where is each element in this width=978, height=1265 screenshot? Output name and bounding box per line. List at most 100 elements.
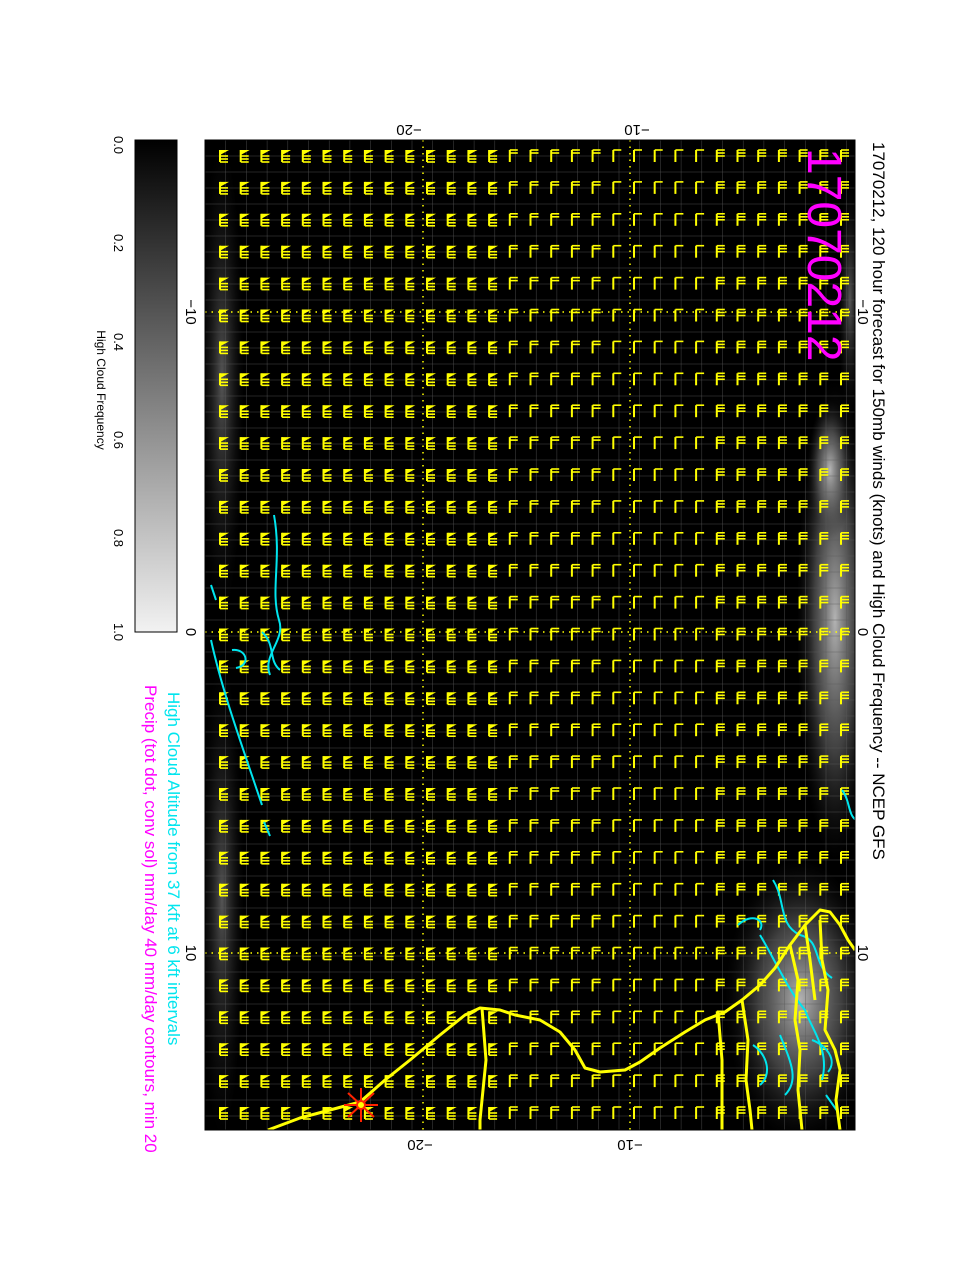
wind-barb [757, 276, 767, 290]
wind-barb [674, 149, 684, 162]
wind-barb [343, 1011, 354, 1025]
wind-barb [591, 213, 601, 226]
wind-barb [612, 276, 622, 290]
wind-barb [343, 724, 354, 738]
wind-barb [488, 915, 499, 929]
wind-barb [446, 1043, 457, 1056]
wind-barb [736, 850, 746, 864]
wind-barb [281, 277, 292, 291]
wind-barb [550, 244, 560, 258]
wind-barb [736, 978, 746, 992]
wind-barb [405, 469, 416, 482]
wind-barb [384, 1043, 395, 1056]
wind-barb [446, 628, 457, 642]
wind-barb [281, 851, 292, 865]
wind-barb [715, 340, 725, 354]
wind-barb [757, 340, 767, 354]
wind-barb [653, 850, 663, 864]
wind-barb [488, 979, 499, 993]
wind-barb [591, 914, 601, 928]
wind-barb [281, 628, 292, 642]
wind-barb [301, 405, 312, 419]
wind-barb [550, 276, 560, 290]
wind-barb [405, 437, 416, 450]
wind-barb [281, 883, 292, 897]
wind-barb [260, 851, 271, 865]
wind-barb [715, 946, 725, 960]
wind-barb [757, 914, 767, 928]
wind-barb [281, 1011, 292, 1025]
wind-barb [260, 405, 271, 419]
wind-barb [343, 819, 354, 833]
wind-barb [239, 213, 250, 227]
wind-barb [777, 468, 787, 481]
wind-barb [281, 150, 292, 163]
wind-barb [529, 181, 539, 194]
wind-barb [529, 914, 539, 928]
wind-barb [281, 405, 292, 419]
wind-barb [508, 404, 518, 418]
wind-barb [467, 724, 478, 738]
wind-barb [633, 914, 642, 928]
wind-barb [239, 469, 250, 482]
wind-barb [426, 596, 436, 610]
wind-barb [405, 213, 416, 227]
wind-barb [736, 181, 746, 194]
wind-barb [550, 723, 560, 737]
wind-barb [281, 245, 292, 259]
wind-barb [363, 660, 374, 674]
wind-barb [798, 723, 808, 737]
wind-barb [653, 1106, 663, 1119]
wind-barb [529, 563, 539, 577]
wind-barb [529, 691, 539, 705]
wind-barb [467, 979, 478, 993]
wind-barb [653, 308, 663, 322]
wind-barb [591, 404, 601, 418]
wind-barb [612, 372, 622, 386]
wind-barb [529, 149, 539, 162]
wind-barb [674, 531, 684, 545]
wind-barb [426, 245, 436, 259]
wind-barb [384, 532, 395, 546]
wind-barb [695, 181, 705, 194]
wind-barb [550, 850, 560, 864]
wind-barb [384, 150, 395, 163]
wind-barb [591, 850, 601, 864]
wind-barb [715, 627, 725, 641]
wind-barb [591, 531, 601, 545]
wind-barb [343, 851, 354, 865]
wind-barb [219, 915, 229, 929]
wind-barb [550, 468, 560, 481]
wind-barb [322, 692, 333, 706]
wind-barb [633, 149, 642, 162]
wind-barb [653, 723, 663, 737]
wind-barb [363, 979, 374, 993]
wind-barb [322, 564, 333, 578]
wind-barb [301, 788, 312, 801]
wind-barb [281, 1075, 292, 1088]
wind-barb [405, 979, 416, 993]
wind-barb [343, 341, 354, 355]
wind-barb [695, 659, 705, 673]
wind-barb [508, 819, 518, 832]
wind-barb [488, 469, 499, 482]
wind-barb [695, 691, 705, 705]
wind-barb [653, 563, 663, 577]
colorbar-label: High Cloud Frequency [94, 330, 108, 449]
wind-barb [695, 1074, 705, 1088]
wind-barb [633, 691, 642, 705]
wind-barb [405, 596, 416, 610]
wind-barb [301, 947, 312, 961]
left-tick-label: 10 [182, 945, 199, 962]
wind-barb [322, 596, 333, 610]
wind-barb [777, 563, 787, 577]
wind-barb [674, 787, 684, 800]
wind-barb [488, 181, 499, 195]
wind-barb [736, 308, 746, 322]
wind-barb [239, 947, 250, 961]
wind-barb [343, 756, 354, 769]
wind-barb [301, 500, 312, 514]
wind-barb [591, 946, 601, 960]
wind-barb [508, 181, 518, 194]
